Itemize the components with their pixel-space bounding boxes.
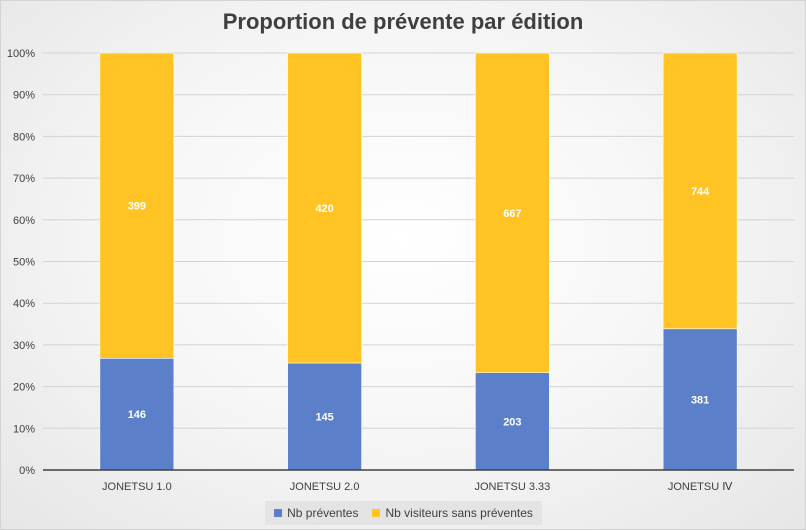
bar-segment-preventes <box>662 328 738 471</box>
x-tick-label: JONETSU 3.33 <box>474 481 550 493</box>
y-tick-label: 20% <box>13 382 35 394</box>
x-tick-label: JONETSU 2.0 <box>290 481 360 493</box>
legend-swatch <box>372 509 381 517</box>
chart-legend: Nb préventes Nb visiteurs sans préventes <box>265 501 542 525</box>
data-label: 667 <box>503 208 521 220</box>
legend-label: Nb préventes <box>287 506 359 520</box>
bar-segment-sans-preventes <box>475 52 550 374</box>
y-tick-label: 100% <box>7 48 35 60</box>
data-label: 399 <box>128 201 146 213</box>
data-label: 146 <box>128 409 146 421</box>
bar-segment-preventes <box>99 357 175 471</box>
bar-segment-preventes <box>475 372 550 471</box>
data-label: 381 <box>691 394 709 406</box>
data-label: 145 <box>315 411 333 423</box>
y-tick-label: 30% <box>13 340 35 352</box>
data-label: 203 <box>503 416 521 428</box>
y-tick-label: 90% <box>13 90 35 102</box>
y-tick-label: 60% <box>13 215 35 227</box>
legend-label: Nb visiteurs sans préventes <box>385 506 533 520</box>
legend-item: Nb visiteurs sans préventes <box>372 506 533 520</box>
bar-segment-preventes <box>287 362 362 471</box>
y-tick-label: 0% <box>19 465 35 477</box>
chart-title: Proportion de prévente par édition <box>222 9 584 34</box>
y-tick-label: 40% <box>13 298 35 310</box>
bar-segment-sans-preventes <box>287 52 362 364</box>
x-tick-label: JONETSU 1.0 <box>102 481 172 493</box>
data-label: 744 <box>691 186 710 198</box>
y-tick-label: 10% <box>13 423 35 435</box>
y-tick-label: 80% <box>13 131 35 143</box>
bar-segment-sans-preventes <box>662 52 738 330</box>
bar-segment-sans-preventes <box>99 52 175 359</box>
legend-swatch <box>274 509 283 517</box>
y-tick-label: 50% <box>13 257 35 269</box>
y-tick-label: 70% <box>13 173 35 185</box>
x-tick-label: JONETSU Ⅳ <box>668 481 733 493</box>
legend-item: Nb préventes <box>274 506 358 520</box>
data-label: 420 <box>315 203 333 215</box>
